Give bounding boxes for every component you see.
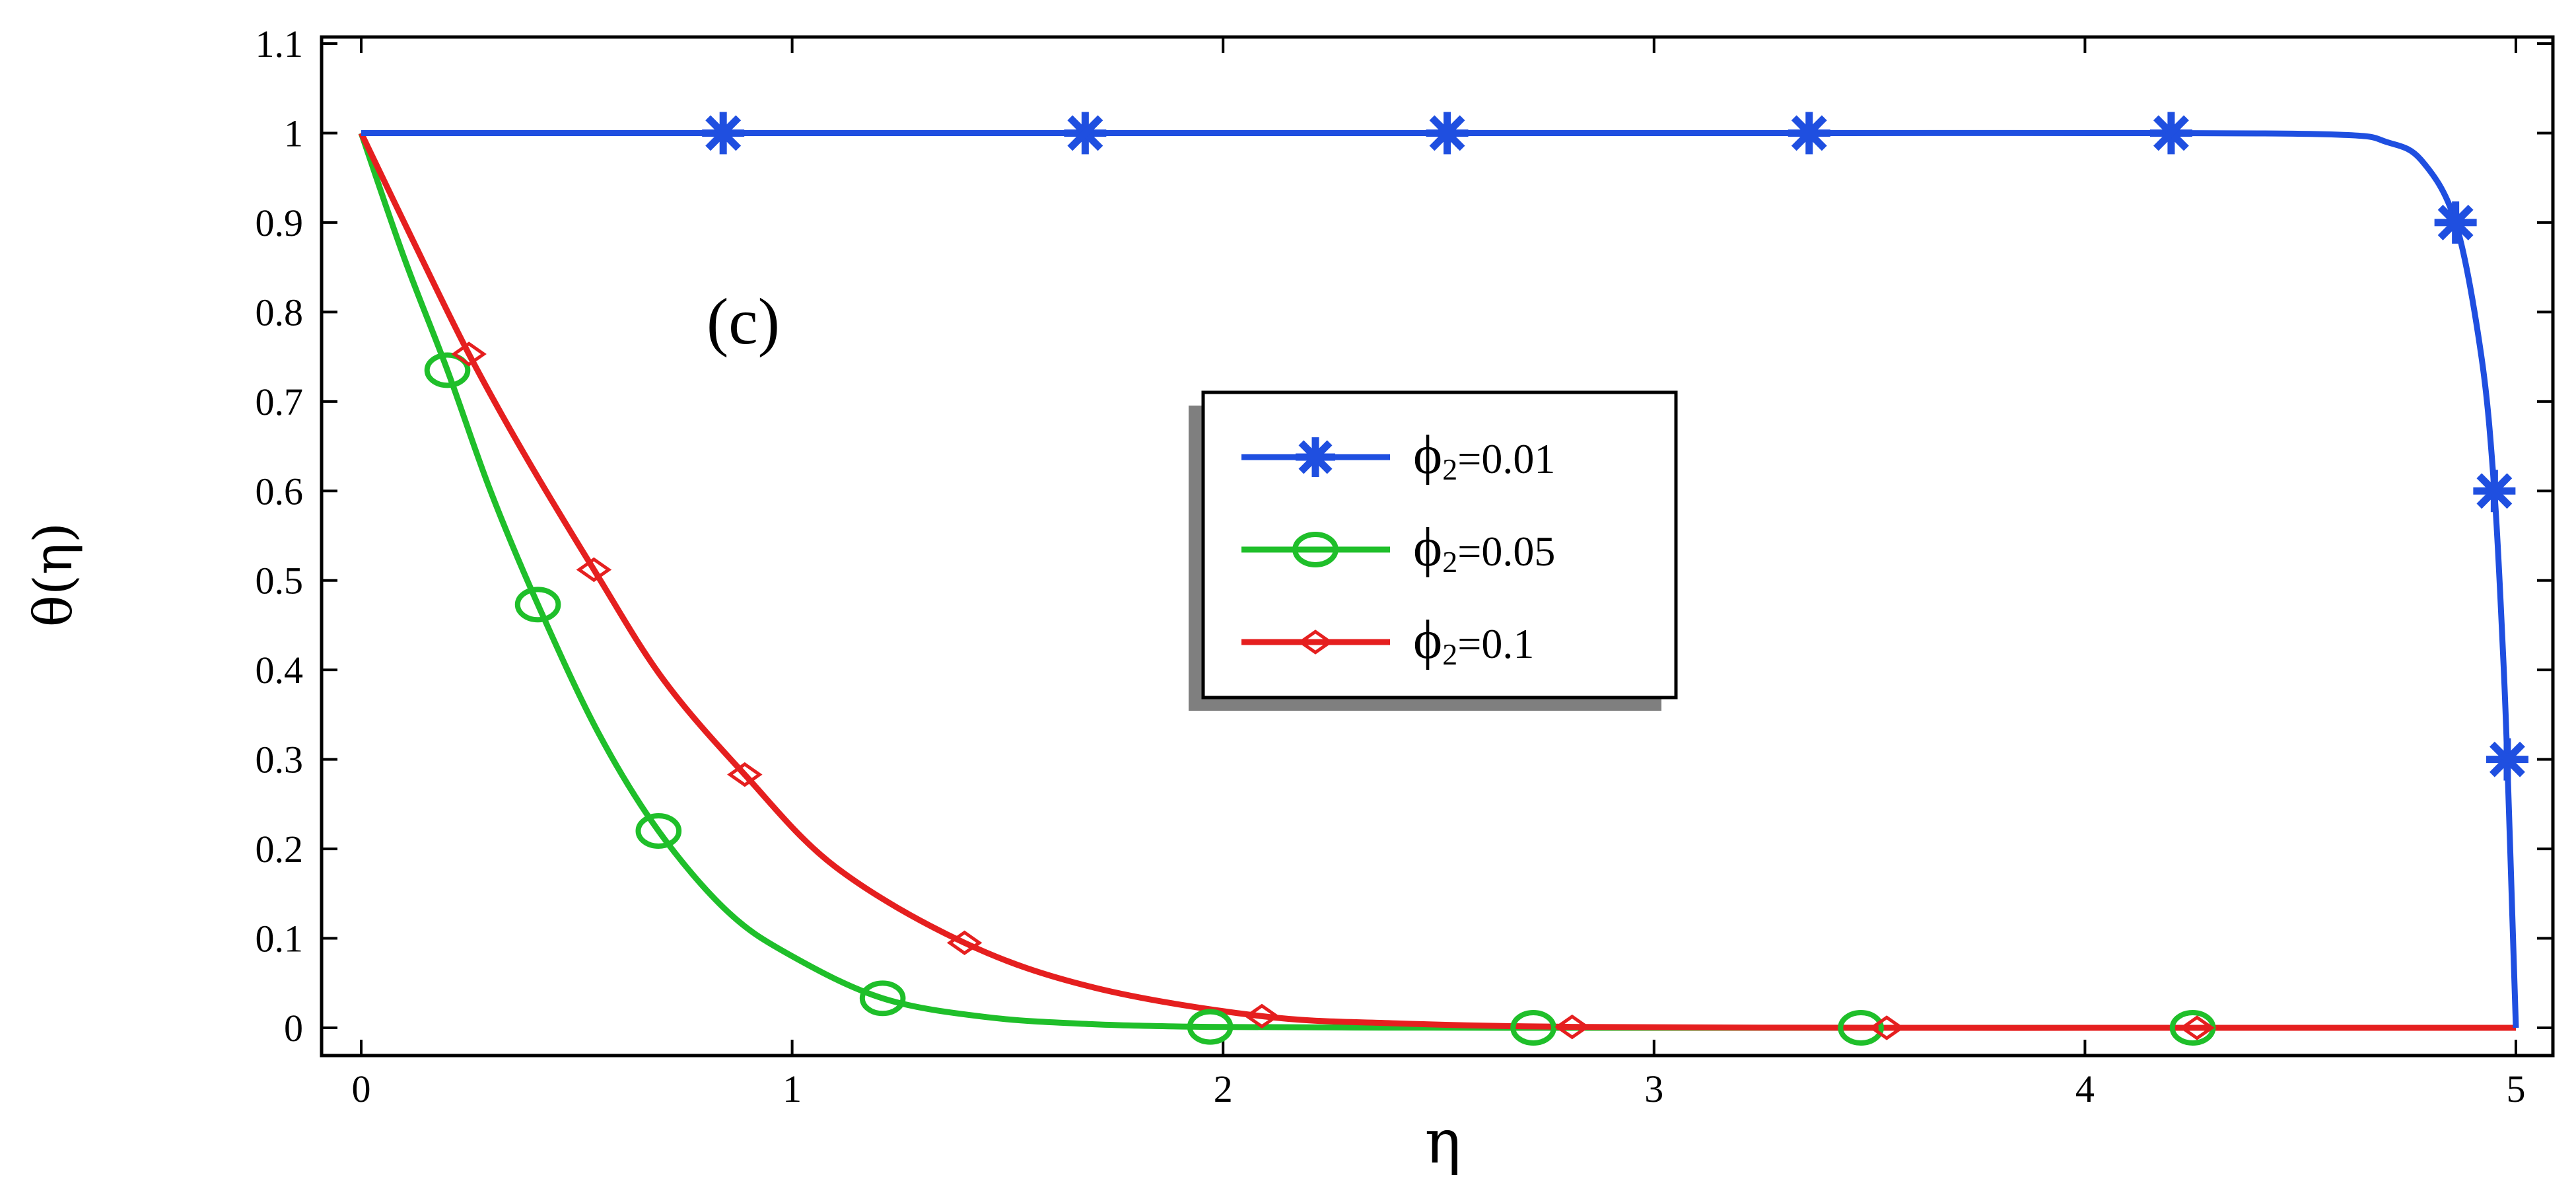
- y-axis-label: θ(η): [22, 522, 84, 628]
- y-tick-label: 0.2: [256, 828, 304, 871]
- legend-marker-2: [1298, 629, 1333, 655]
- series-1-marker: [424, 352, 471, 388]
- y-tick-label: 1: [284, 112, 303, 155]
- series-2-marker: [946, 930, 983, 956]
- series-1-marker: [635, 813, 682, 849]
- x-tick-label: 4: [2075, 1067, 2095, 1110]
- series-1-marker: [1838, 1010, 1884, 1046]
- series-0-marker: [702, 112, 745, 155]
- x-tick-label: 0: [352, 1067, 371, 1110]
- series-0-marker: [2473, 470, 2516, 513]
- y-tick-label: 0.6: [256, 470, 304, 513]
- y-tick-label: 0: [284, 1007, 303, 1050]
- x-tick-label: 3: [1644, 1067, 1663, 1110]
- x-tick-label: 5: [2507, 1067, 2526, 1110]
- series-0-marker: [2149, 112, 2192, 155]
- series-1-marker: [1510, 1010, 1556, 1046]
- series-0-marker: [1064, 112, 1107, 155]
- x-tick-label: 1: [783, 1067, 802, 1110]
- series-2-marker: [1244, 1003, 1280, 1029]
- series-0-marker: [2434, 201, 2477, 244]
- series-1-marker: [514, 587, 561, 623]
- y-tick-label: 0.3: [256, 738, 304, 781]
- series-2-marker: [1554, 1014, 1590, 1040]
- legend: ϕ2=0.01 ϕ2=0.05 ϕ2=0.1: [1189, 390, 1678, 711]
- x-axis-label: η: [1424, 1106, 1461, 1177]
- series-2-marker: [576, 557, 612, 583]
- series-1-marker: [1187, 1009, 1234, 1045]
- series-0-marker: [1426, 112, 1469, 155]
- series-2-marker: [727, 762, 763, 787]
- series-0-marker: [2486, 738, 2528, 781]
- legend-marker-1: [1292, 532, 1339, 567]
- series-line-0: [361, 129, 2519, 1028]
- y-tick-label: 0.4: [256, 649, 304, 692]
- y-tick-label: 1.1: [256, 22, 304, 65]
- chart-annotation: (c): [707, 285, 780, 358]
- y-tick-label: 0.7: [256, 380, 304, 423]
- legend-label-2: ϕ2=0.1: [1413, 609, 1534, 671]
- series-2-marker: [2179, 1015, 2215, 1040]
- legend-label-0: ϕ2=0.01: [1413, 424, 1555, 486]
- y-tick-label: 0.8: [256, 291, 304, 334]
- legend-marker-0: [1296, 437, 1335, 477]
- series-0-marker: [1788, 112, 1830, 155]
- legend-label-1: ϕ2=0.05: [1413, 517, 1555, 579]
- series-1-marker: [859, 980, 906, 1017]
- y-tick-label: 0.5: [256, 559, 304, 602]
- plot-frame: [320, 35, 2555, 1058]
- series-2-marker: [1869, 1015, 1904, 1040]
- y-tick-label: 0.1: [256, 917, 304, 960]
- y-tick-label: 0.9: [256, 201, 304, 244]
- legend-box: [1201, 390, 1678, 700]
- series-2-marker: [451, 342, 487, 367]
- x-tick-label: 2: [1214, 1067, 1233, 1110]
